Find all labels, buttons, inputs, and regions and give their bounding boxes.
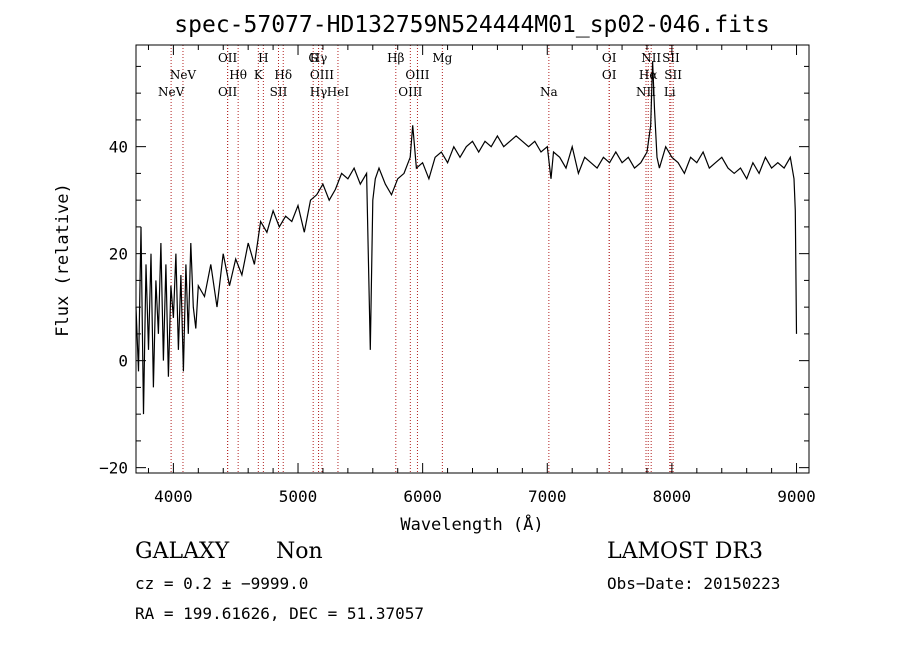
y-tick-label: 40 <box>109 138 128 157</box>
spectral-line-label: Hα <box>639 68 658 82</box>
spectral-line-label: Li <box>664 85 676 99</box>
axes: 4000 5000 6000 7000 8000 9000 −20 0 20 40 <box>99 45 816 506</box>
x-tick-label: 8000 <box>653 487 692 506</box>
spectral-line-label: OII <box>218 51 238 65</box>
flux-series-line <box>135 61 798 415</box>
spectral-line-label: Na <box>540 85 558 99</box>
spectral-line-label: Hγ <box>310 85 328 99</box>
spectral-line-label: K <box>254 68 264 82</box>
spectral-line-label: SII <box>270 85 288 99</box>
spectral-line-label: OI <box>602 68 617 82</box>
spectral-line-markers <box>170 45 674 473</box>
spectral-line-label: NeV <box>170 68 197 82</box>
spectral-line-label: OII <box>218 85 238 99</box>
chart-title: spec-57077-HD132759N524444M01_sp02-046.f… <box>174 12 769 38</box>
spectral-line-label: OI <box>602 51 617 65</box>
x-tick-label: 7000 <box>528 487 567 506</box>
x-axis-label: Wavelength (Å) <box>400 513 543 535</box>
y-tick-label: 20 <box>109 245 128 264</box>
spectral-line-label: HeI <box>327 85 350 99</box>
spectral-line-label: OIII <box>405 68 429 82</box>
spectral-line-label: SII <box>664 68 682 82</box>
spectral-line-label: OIII <box>398 85 422 99</box>
plot-frame <box>135 44 810 474</box>
y-axis-label: Flux (relative) <box>53 183 73 337</box>
y-tick-label: −20 <box>99 459 128 478</box>
coordinates: RA = 199.61626, DEC = 51.37057 <box>135 604 424 623</box>
observation-date: Obs−Date: 20150223 <box>607 574 781 593</box>
spectral-line-label: OIII <box>310 68 334 82</box>
object-subclass: Non <box>276 539 323 564</box>
x-tick-label: 5000 <box>279 487 318 506</box>
spectral-line-label: NeV <box>158 85 185 99</box>
spectral-line-label: Mg <box>432 51 452 65</box>
survey-name: LAMOST DR3 <box>607 539 763 564</box>
y-tick-label: 0 <box>118 352 128 371</box>
object-class: GALAXY <box>135 539 230 564</box>
spectral-line-label: G <box>308 51 318 65</box>
spectral-line-label: SII <box>662 51 680 65</box>
redshift-cz: cz = 0.2 ± −9999.0 <box>135 574 309 593</box>
x-tick-label: 9000 <box>777 487 816 506</box>
spectrum-series <box>135 61 798 415</box>
x-tick-label: 6000 <box>403 487 442 506</box>
spectral-line-label: Hθ <box>229 68 247 82</box>
spectral-line-label: Hγ <box>310 51 328 65</box>
spectral-line-label: Hβ <box>387 51 404 65</box>
spectral-line-label: H <box>258 51 268 65</box>
spectral-line-label: Hδ <box>274 68 292 82</box>
x-tick-label: 4000 <box>154 487 193 506</box>
spectral-line-label: NII <box>641 51 661 65</box>
